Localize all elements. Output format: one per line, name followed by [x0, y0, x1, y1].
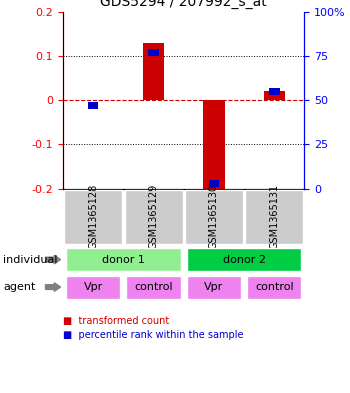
Bar — [148, 49, 159, 56]
Text: donor 1: donor 1 — [102, 255, 145, 264]
Text: individual: individual — [4, 255, 58, 264]
Text: GSM1365130: GSM1365130 — [209, 184, 219, 249]
Text: ■  percentile rank within the sample: ■ percentile rank within the sample — [63, 330, 244, 340]
Text: control: control — [255, 282, 294, 292]
FancyBboxPatch shape — [126, 275, 181, 299]
FancyBboxPatch shape — [66, 248, 181, 271]
FancyBboxPatch shape — [66, 275, 120, 299]
Bar — [269, 88, 280, 95]
FancyBboxPatch shape — [187, 248, 301, 271]
FancyBboxPatch shape — [245, 190, 303, 244]
Text: donor 2: donor 2 — [223, 255, 266, 264]
Text: Vpr: Vpr — [204, 282, 224, 292]
Bar — [209, 180, 219, 187]
Bar — [143, 43, 164, 100]
Text: GSM1365128: GSM1365128 — [88, 184, 98, 250]
FancyBboxPatch shape — [125, 190, 183, 244]
Text: agent: agent — [4, 282, 36, 292]
FancyBboxPatch shape — [187, 275, 241, 299]
Bar — [88, 102, 98, 109]
Bar — [264, 91, 285, 100]
FancyBboxPatch shape — [185, 190, 243, 244]
Bar — [203, 100, 224, 193]
Text: Vpr: Vpr — [84, 282, 103, 292]
FancyBboxPatch shape — [64, 190, 122, 244]
Title: GDS5294 / 207992_s_at: GDS5294 / 207992_s_at — [100, 0, 267, 9]
Text: control: control — [134, 282, 173, 292]
Text: GSM1365131: GSM1365131 — [269, 184, 279, 249]
Text: ■  transformed count: ■ transformed count — [63, 316, 169, 327]
Text: GSM1365129: GSM1365129 — [148, 184, 159, 250]
FancyBboxPatch shape — [247, 275, 301, 299]
